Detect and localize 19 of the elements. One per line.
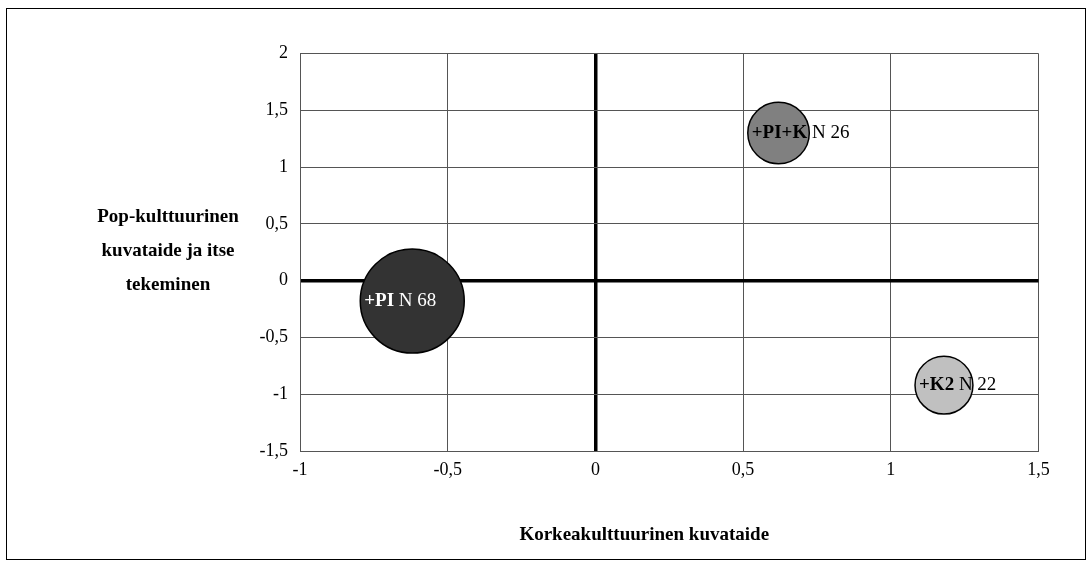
data-label: +PI N 68 xyxy=(364,288,437,311)
x-tick-label: -1 xyxy=(292,458,308,479)
x-tick-label: 1,5 xyxy=(1027,458,1050,479)
x-tick-label: -0,5 xyxy=(433,458,462,479)
x-tick-label: 0,5 xyxy=(731,458,755,479)
y-tick-label: 0,5 xyxy=(265,212,288,233)
y-tick-label: -1,5 xyxy=(259,439,288,460)
y-tick-label: -0,5 xyxy=(259,326,288,347)
x-tick-label: 1 xyxy=(886,458,896,479)
x-tick-label: 0 xyxy=(590,458,600,479)
data-label: +K2 N 22 xyxy=(919,373,997,395)
y-axis-title: Pop-kulttuurinen kuvataide ja itse tekeminen xyxy=(97,204,240,294)
y-tick-label: 0 xyxy=(279,269,288,290)
x-axis-title: Korkeakulttuurinen kuvataide xyxy=(519,522,770,544)
y-tick-label: 1,5 xyxy=(265,99,288,120)
data-label: +PI+K N 26 xyxy=(751,120,850,142)
y-tick-label: -1 xyxy=(273,382,288,403)
y-tick-label: 2 xyxy=(279,42,288,63)
y-tick-label: 1 xyxy=(279,155,288,176)
